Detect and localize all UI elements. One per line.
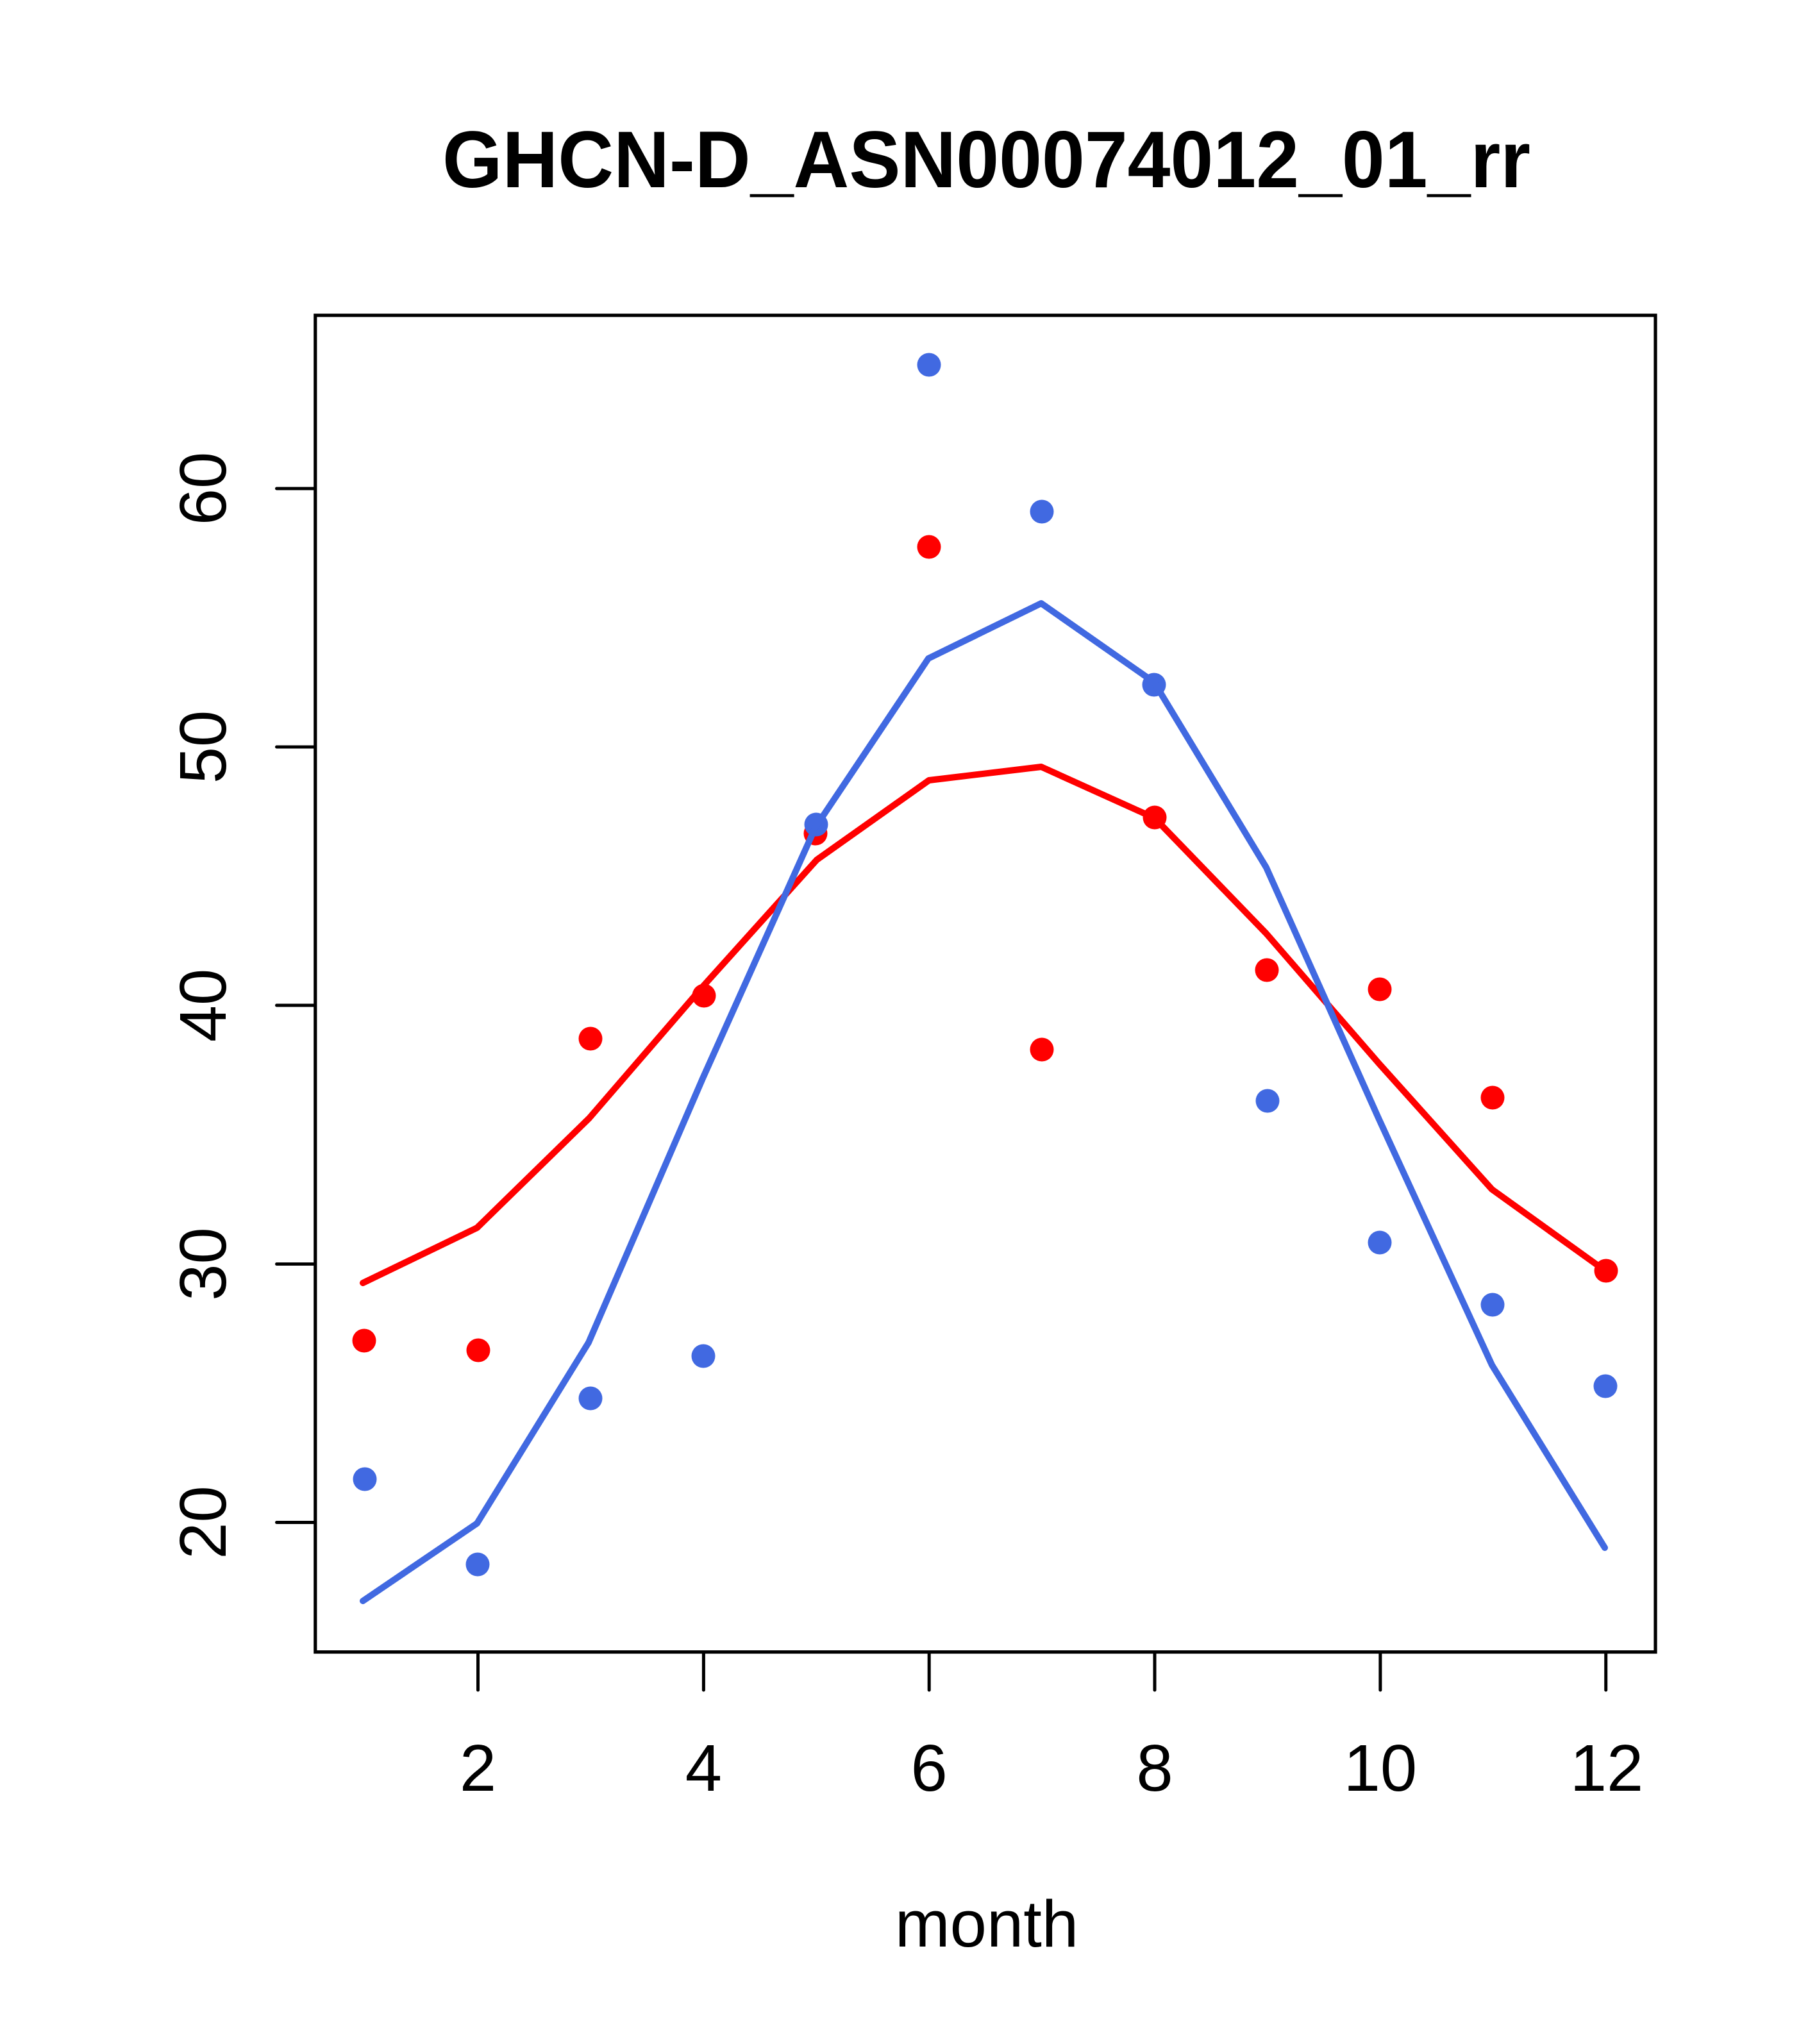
svg-text:2: 2 xyxy=(460,1731,496,1805)
svg-text:GHCN-D_ASN00074012_01_rr: GHCN-D_ASN00074012_01_rr xyxy=(442,115,1530,205)
svg-text:40: 40 xyxy=(166,969,240,1043)
svg-text:30: 30 xyxy=(166,1227,240,1301)
svg-text:6: 6 xyxy=(911,1731,948,1805)
svg-text:10: 10 xyxy=(1344,1731,1418,1805)
svg-text:month: month xyxy=(895,1887,1078,1961)
svg-text:8: 8 xyxy=(1136,1731,1173,1805)
svg-text:4: 4 xyxy=(685,1731,722,1805)
svg-text:20: 20 xyxy=(166,1486,240,1559)
svg-text:12: 12 xyxy=(1570,1731,1644,1805)
svg-text:60: 60 xyxy=(166,452,240,526)
svg-text:50: 50 xyxy=(166,710,240,784)
